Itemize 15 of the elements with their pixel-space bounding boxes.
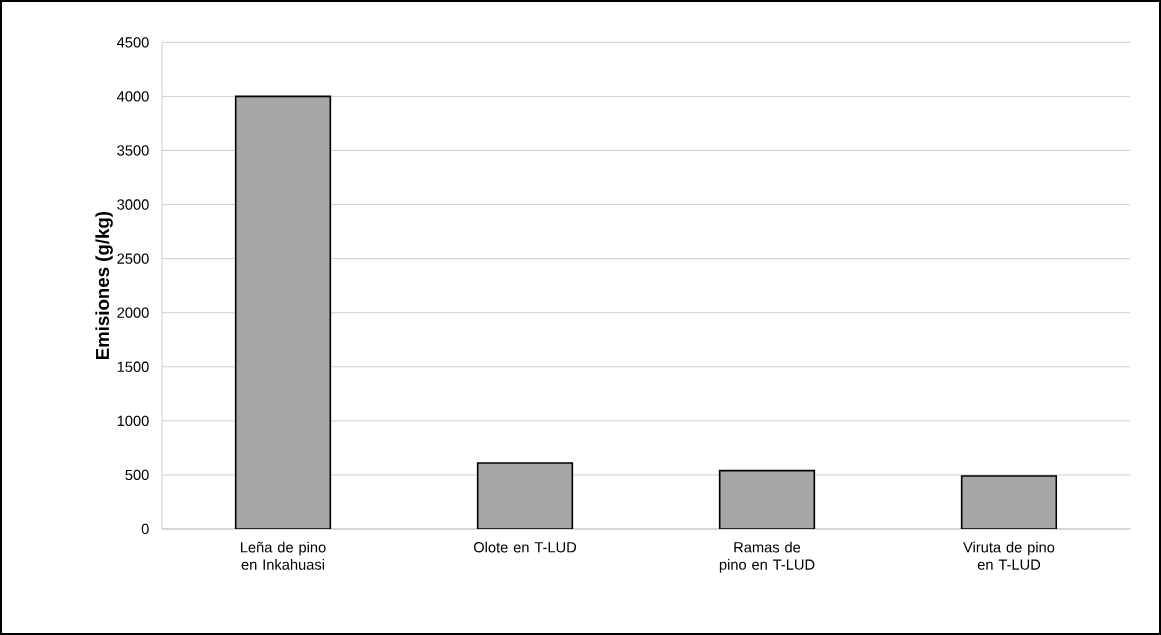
y-tick-label: 1000	[117, 415, 149, 427]
y-tick-label: 4500	[117, 37, 149, 48]
y-tick-label: 0	[141, 523, 149, 535]
y-tick-label: 3500	[117, 145, 149, 156]
y-tick-label: 4000	[117, 91, 149, 102]
x-tick-label: Ramas de pino en T-LUD	[719, 541, 815, 573]
y-axis-title: Emisiones (g/kg)	[95, 211, 113, 360]
y-tick-label: 1500	[117, 361, 149, 372]
y-tick-label: 3000	[117, 199, 149, 210]
x-tick-label: Viruta de pino en T-LUD	[963, 541, 1055, 570]
x-tick-label: Olote en T-LUD	[473, 541, 577, 553]
y-tick-label: 2000	[117, 307, 149, 318]
x-tick-label: Leña de pino en Inkahuasi	[241, 541, 326, 570]
y-tick-label: 2500	[117, 253, 149, 264]
y-tick-label: 500	[125, 469, 149, 481]
